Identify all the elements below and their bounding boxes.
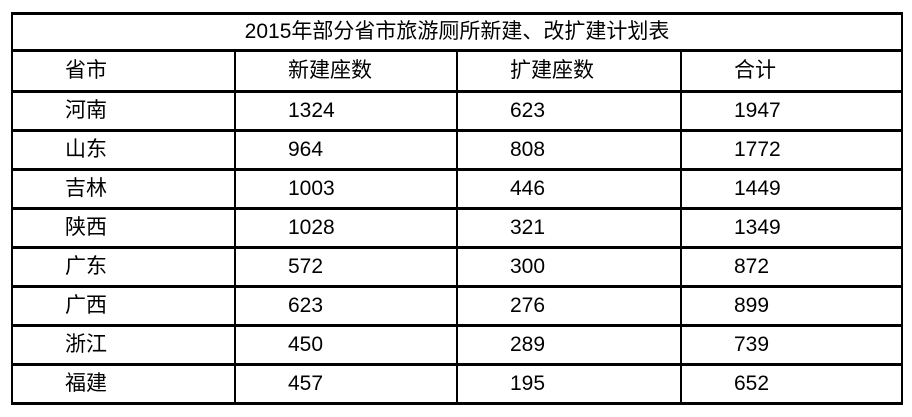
- cell-expanded: 195: [456, 363, 682, 405]
- cell-new-built: 964: [234, 129, 458, 171]
- cell-total: 899: [679, 285, 904, 327]
- cell-expanded: 321: [456, 207, 682, 249]
- cell-total: 1449: [679, 168, 904, 210]
- cell-total: 739: [679, 324, 904, 366]
- table-row-shaanxi: 陕西 1028 321 1349: [11, 207, 904, 249]
- table-row-jilin: 吉林 1003 446 1449: [11, 168, 904, 210]
- cell-new-built: 450: [234, 324, 458, 366]
- cell-province: 山东: [11, 129, 236, 171]
- cell-expanded: 623: [456, 90, 682, 132]
- cell-new-built: 1003: [234, 168, 458, 210]
- cell-province: 吉林: [11, 168, 236, 210]
- column-header-province: 省市: [11, 49, 236, 93]
- table-row-guangxi: 广西 623 276 899: [11, 285, 904, 327]
- cell-new-built: 623: [234, 285, 458, 327]
- cell-total: 1349: [679, 207, 904, 249]
- cell-province: 广东: [11, 246, 236, 288]
- cell-total: 872: [679, 246, 904, 288]
- table-row-shandong: 山东 964 808 1772: [11, 129, 904, 171]
- cell-expanded: 300: [456, 246, 682, 288]
- table-row-henan: 河南 1324 623 1947: [11, 90, 904, 132]
- cell-expanded: 808: [456, 129, 682, 171]
- table-title: 2015年部分省市旅游厕所新建、改扩建计划表: [10, 12, 904, 52]
- cell-province: 福建: [11, 363, 236, 405]
- cell-new-built: 1028: [234, 207, 458, 249]
- table-title-row: 2015年部分省市旅游厕所新建、改扩建计划表: [10, 12, 904, 52]
- cell-expanded: 289: [456, 324, 682, 366]
- toilet-plan-table: 2015年部分省市旅游厕所新建、改扩建计划表 省市 新建座数 扩建座数 合计 河…: [10, 12, 904, 405]
- cell-province: 河南: [11, 90, 236, 132]
- cell-new-built: 572: [234, 246, 458, 288]
- cell-province: 浙江: [11, 324, 236, 366]
- column-header-expanded: 扩建座数: [456, 49, 682, 93]
- cell-total: 652: [679, 363, 904, 405]
- cell-total: 1772: [679, 129, 904, 171]
- table-header-row: 省市 新建座数 扩建座数 合计: [11, 49, 904, 93]
- cell-province: 陕西: [11, 207, 236, 249]
- cell-total: 1947: [679, 90, 904, 132]
- table-row-fujian: 福建 457 195 652: [11, 363, 904, 405]
- cell-expanded: 446: [456, 168, 682, 210]
- table-row-guangdong: 广东 572 300 872: [11, 246, 904, 288]
- cell-new-built: 457: [234, 363, 458, 405]
- table-row-zhejiang: 浙江 450 289 739: [11, 324, 904, 366]
- column-header-new-built: 新建座数: [234, 49, 458, 93]
- cell-province: 广西: [11, 285, 236, 327]
- column-header-total: 合计: [679, 49, 904, 93]
- cell-expanded: 276: [456, 285, 682, 327]
- cell-new-built: 1324: [234, 90, 458, 132]
